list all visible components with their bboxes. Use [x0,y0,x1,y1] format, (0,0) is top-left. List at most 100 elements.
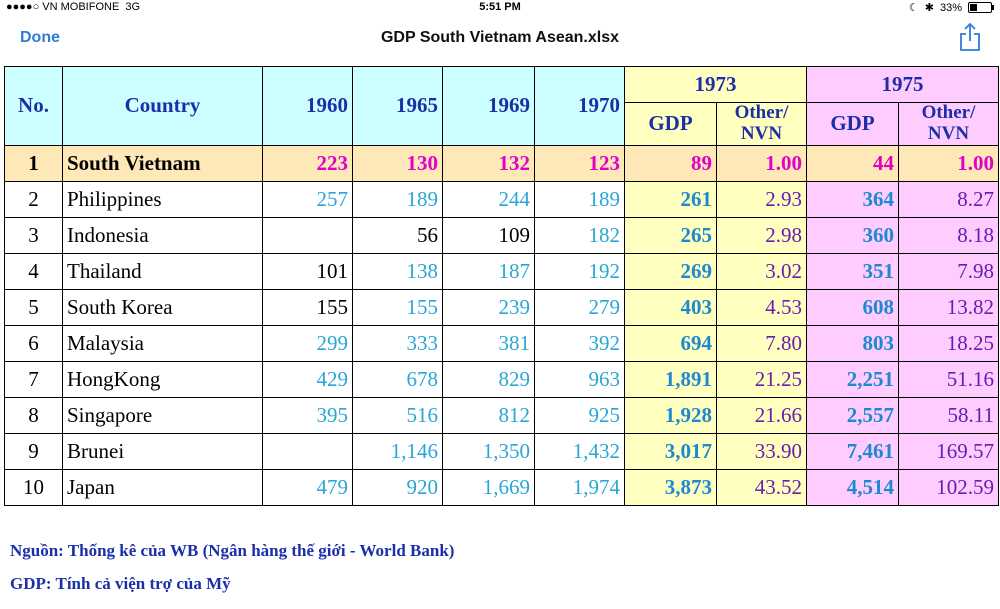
cell-1965: 138 [352,252,443,290]
cell-other-1975: 1.00 [898,144,999,182]
cell-1965: 189 [352,180,443,218]
cell-country: Japan [62,468,263,506]
cell-country: Indonesia [62,216,263,254]
cell-gdp-1975: 608 [806,288,899,326]
cell-gdp-1975: 803 [806,324,899,362]
cell-1965: 130 [352,144,443,182]
cell-other-1973: 1.00 [716,144,807,182]
gdp-note: GDP: Tính cả viện trợ của Mỹ [10,574,231,593]
table-row: 10 Japan 479 920 1,669 1,974 3,873 43.52 4,514 10… [4,468,999,506]
cell-country: South Korea [62,288,263,326]
cell-1970: 123 [534,144,625,182]
cell-1960: 299 [262,324,353,362]
cell-other-1975: 102.59 [898,468,999,506]
cell-1970: 963 [534,360,625,398]
cell-1970: 1,432 [534,432,625,470]
cell-gdp-1975: 2,557 [806,396,899,434]
cell-other-1975: 7.98 [898,252,999,290]
table-row: 6 Malaysia 299 333 381 392 694 7.80 803 18.25 [4,324,999,362]
cell-other-1975: 169.57 [898,432,999,470]
cell-no: 1 [4,144,63,182]
cell-1970: 192 [534,252,625,290]
cell-gdp-1975: 44 [806,144,899,182]
table-row: 1 South Vietnam 223 130 132 123 89 1.00 44 1.00 [4,144,999,182]
battery-icon [968,2,994,13]
cell-no: 5 [4,288,63,326]
cell-gdp-1975: 2,251 [806,360,899,398]
cell-1965: 678 [352,360,443,398]
cell-1969: 1,350 [442,432,535,470]
source-note: Nguồn: Thống kê của WB (Ngân hàng thế gi… [10,541,455,560]
header-1965: 1965 [352,66,443,146]
cell-1969: 239 [442,288,535,326]
cell-other-1973: 2.93 [716,180,807,218]
table-row: 9 Brunei 1,146 1,350 1,432 3,017 33.90 7,461 169… [4,432,999,470]
cell-country: South Vietnam [62,144,263,182]
table-row: 4 Thailand 101 138 187 192 269 3.02 351 7.98 [4,252,999,290]
cell-1969: 1,669 [442,468,535,506]
document-title: GDP South Vietnam Asean.xlsx [380,29,619,46]
battery-percent: 33% [939,1,962,14]
cell-1960: 395 [262,396,353,434]
cell-gdp-1973: 265 [624,216,717,254]
header-1960: 1960 [262,66,353,146]
header-1975: 1975 [806,66,999,103]
cell-1970: 1,974 [534,468,625,506]
cell-other-1975: 8.27 [898,180,999,218]
status-right: ☾ ✱ 33% [908,1,994,14]
cell-1965: 333 [352,324,443,362]
cell-other-1973: 3.02 [716,252,807,290]
cell-1969: 132 [442,144,535,182]
cell-gdp-1973: 89 [624,144,717,182]
cell-1970: 392 [534,324,625,362]
cell-1960: 257 [262,180,353,218]
cell-other-1973: 33.90 [716,432,807,470]
header-gdp-1975: GDP [806,102,899,146]
cell-other-1973: 4.53 [716,288,807,326]
status-bar: ●●●●○ VN MOBIFONE 3G 5:51 PM ☾ ✱ 33% [0,0,1000,16]
moon-icon: ☾ [908,2,919,14]
cell-1965: 155 [352,288,443,326]
cell-1969: 109 [442,216,535,254]
cell-country: Philippines [62,180,263,218]
cell-gdp-1973: 3,873 [624,468,717,506]
carrier-name: VN MOBIFONE [42,1,120,13]
cell-1970: 182 [534,216,625,254]
cell-1960 [262,216,353,254]
cell-gdp-1975: 360 [806,216,899,254]
header-country: Country [62,66,263,146]
cell-gdp-1973: 1,928 [624,396,717,434]
cell-1960: 223 [262,144,353,182]
header-gdp-1973: GDP [624,102,717,146]
header-1973: 1973 [624,66,807,103]
cell-1969: 812 [442,396,535,434]
cell-other-1973: 21.25 [716,360,807,398]
cell-gdp-1975: 351 [806,252,899,290]
cell-gdp-1973: 694 [624,324,717,362]
bluetooth-icon: ✱ [924,2,934,14]
cell-gdp-1973: 3,017 [624,432,717,470]
share-icon[interactable] [958,22,982,52]
cell-no: 7 [4,360,63,398]
cell-country: Singapore [62,396,263,434]
cell-1969: 381 [442,324,535,362]
cell-1969: 829 [442,360,535,398]
cell-other-1973: 2.98 [716,216,807,254]
table-row: 5 South Korea 155 155 239 279 403 4.53 608 13.82 [4,288,999,326]
cell-gdp-1975: 364 [806,180,899,218]
carrier-info: ●●●●○ VN MOBIFONE 3G [6,1,141,13]
cell-country: HongKong [62,360,263,398]
cell-no: 9 [4,432,63,470]
table-row: 8 Singapore 395 516 812 925 1,928 21.66 2,557 58.… [4,396,999,434]
table-row: 3 Indonesia 56 109 182 265 2.98 360 8.18 [4,216,999,254]
cell-no: 8 [4,396,63,434]
cell-1965: 56 [352,216,443,254]
header-1969: 1969 [442,66,535,146]
cell-country: Brunei [62,432,263,470]
cell-1960: 429 [262,360,353,398]
cell-1970: 279 [534,288,625,326]
nav-bar: Done GDP South Vietnam Asean.xlsx [0,16,1000,62]
done-button[interactable]: Done [20,29,60,46]
cell-gdp-1975: 7,461 [806,432,899,470]
cell-other-1975: 8.18 [898,216,999,254]
